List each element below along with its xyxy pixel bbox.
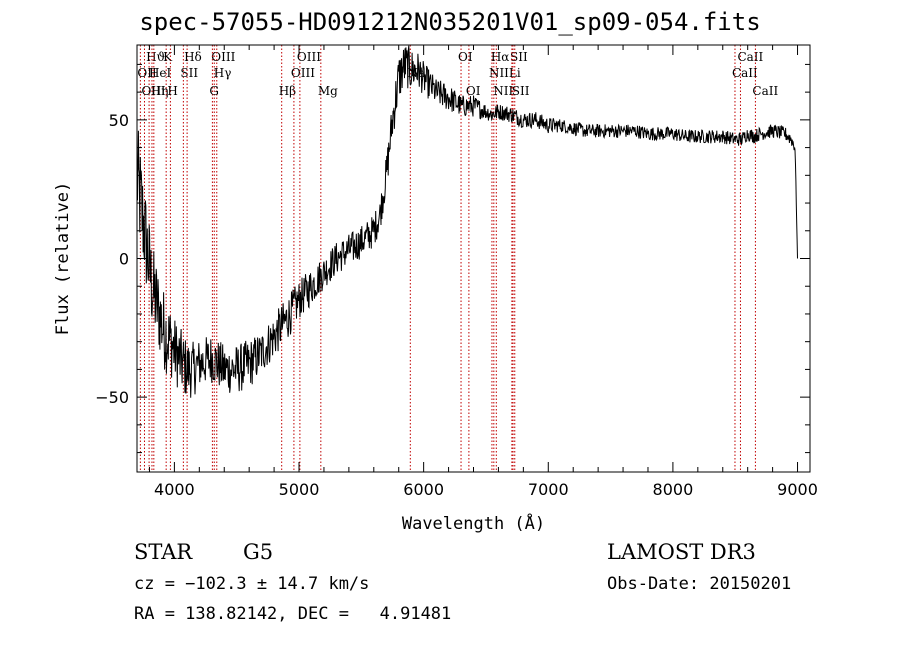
line-marker-label: NII bbox=[493, 84, 513, 98]
sky-coordinates: RA = 138.82142, DEC = 4.91481 bbox=[134, 604, 452, 624]
line-marker-label: Hα bbox=[491, 50, 510, 64]
line-marker-label: OI bbox=[458, 50, 473, 64]
spectrum-series bbox=[136, 45, 798, 398]
chart-title: spec-57055-HD091212N035201V01_sp09-054.f… bbox=[139, 8, 761, 36]
survey-name: LAMOST DR3 bbox=[607, 540, 756, 564]
line-marker-label: H bbox=[167, 84, 177, 98]
y-axis-label: Flux (relative) bbox=[53, 182, 73, 336]
observation-date: Obs-Date: 20150201 bbox=[607, 574, 792, 594]
line-marker-label: OIII bbox=[297, 50, 321, 64]
x-tick-label: 9000 bbox=[777, 480, 818, 499]
line-marker-label: Mg bbox=[318, 84, 338, 98]
line-marker-label: OIII bbox=[211, 50, 235, 64]
redshift-velocity: cz = −102.3 ± 14.7 km/s bbox=[134, 574, 370, 594]
line-marker-label: Hδ bbox=[184, 50, 202, 64]
axis-labels: Wavelength (Å) Flux (relative) bbox=[53, 182, 545, 534]
line-marker-label: OI bbox=[466, 84, 481, 98]
line-marker-label: NII bbox=[489, 66, 509, 80]
y-tick-label: −50 bbox=[95, 388, 129, 407]
object-type: STAR bbox=[134, 540, 193, 564]
x-tick-label: 4000 bbox=[154, 480, 195, 499]
line-marker-label: OIII bbox=[291, 66, 315, 80]
axis-ticks: 4000 5000 6000 7000 8000 9000 −50 0 50 bbox=[95, 45, 818, 499]
spectral-subclass: G5 bbox=[243, 540, 274, 564]
x-axis-label: Wavelength (Å) bbox=[402, 512, 545, 534]
line-marker-label: CaII bbox=[752, 84, 778, 98]
line-marker-label: Hβ bbox=[279, 84, 296, 98]
x-tick-label: 7000 bbox=[528, 480, 569, 499]
line-marker-label: K bbox=[163, 50, 173, 64]
line-marker-label: Hη bbox=[151, 84, 169, 98]
line-marker-label: CaII bbox=[737, 50, 763, 64]
line-marker-label: SII bbox=[180, 66, 198, 80]
spectrum-line bbox=[136, 45, 798, 398]
x-tick-label: 5000 bbox=[279, 480, 320, 499]
x-tick-label: 6000 bbox=[403, 480, 444, 499]
y-tick-label: 0 bbox=[119, 250, 129, 269]
x-tick-label: 8000 bbox=[653, 480, 694, 499]
y-tick-label: 50 bbox=[109, 111, 129, 130]
line-marker-label: Hϑ bbox=[146, 50, 165, 64]
line-marker-label: HeI bbox=[149, 66, 172, 80]
line-marker-label: G bbox=[209, 84, 219, 98]
line-marker-label: SII bbox=[512, 84, 530, 98]
line-marker-label: CaII bbox=[732, 66, 758, 80]
line-marker-label: Hγ bbox=[214, 66, 232, 80]
line-marker-label: SII bbox=[510, 50, 528, 64]
